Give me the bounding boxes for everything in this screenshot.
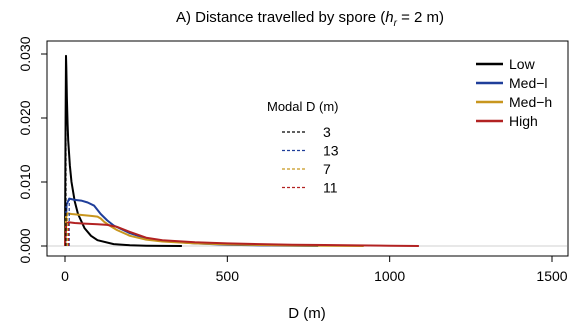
- modal-legend-label: 11: [323, 180, 338, 196]
- chart-title-var: h: [385, 9, 393, 26]
- y-tick-label: 0.020: [17, 100, 33, 135]
- series-line-1: [64, 197, 319, 247]
- y-axis: 0.000 0.010 0.020 0.030: [17, 36, 47, 264]
- chart-title: A) Distance travelled by spore (hr = 2 m…: [176, 9, 444, 29]
- legend-label: Med−h: [509, 94, 552, 110]
- series-line-2: [64, 212, 364, 247]
- y-tick-label: 0.000: [17, 228, 33, 263]
- series-line-3: [64, 221, 419, 247]
- plot-frame: [46, 40, 569, 257]
- y-tick-label: 0.010: [17, 164, 33, 199]
- legend: Low Med−l Med−h High: [476, 56, 552, 129]
- chart-title-sub: r: [394, 18, 398, 29]
- modal-lines: [65, 55, 70, 246]
- modal-legend-label: 3: [323, 124, 331, 140]
- chart-title-prefix: A) Distance travelled by spore (: [176, 9, 385, 26]
- x-axis-label: D (m): [288, 305, 326, 322]
- y-tick-label: 0.030: [17, 36, 33, 71]
- x-tick-label: 1000: [374, 268, 405, 284]
- modal-legend-title: Modal D (m): [267, 99, 339, 114]
- legend-label: High: [509, 113, 538, 129]
- x-axis: 0 500 1000 1500: [61, 256, 568, 284]
- modal-legend-label: 7: [323, 161, 331, 177]
- x-tick-label: 0: [61, 268, 69, 284]
- legend-label: Low: [509, 56, 536, 72]
- series-line-0: [64, 54, 182, 247]
- x-tick-label: 1500: [536, 268, 567, 284]
- x-tick-label: 500: [216, 268, 240, 284]
- series-lines: [64, 54, 419, 247]
- chart-title-suffix: = 2 m): [397, 9, 444, 26]
- modal-legend-label: 13: [323, 143, 339, 159]
- modal-legend: 3 13 7 11: [282, 124, 339, 196]
- legend-label: Med−l: [509, 75, 548, 91]
